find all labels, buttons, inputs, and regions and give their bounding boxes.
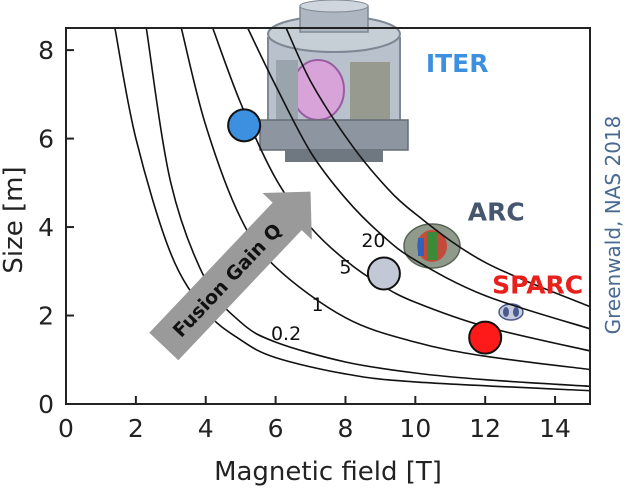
x-tick-label-2: 2 (128, 414, 144, 443)
plot-frame (65, 27, 591, 405)
q-curve-unlabeled-4 (114, 28, 590, 392)
curve-label-0.2: 0.2 (271, 323, 301, 345)
x-tick-label-8: 8 (338, 414, 354, 443)
x-tick-label-0: 0 (58, 414, 74, 443)
fusion-gain-label: Fusion Gain Q (169, 219, 287, 341)
curve-label-1: 1 (311, 294, 323, 316)
y-tick-label-6: 6 (38, 125, 54, 154)
x-tick-label-14: 14 (539, 414, 571, 443)
curve-label-20: 20 (361, 230, 385, 252)
machine-markers (227, 108, 503, 355)
y-tick-label-2: 2 (38, 302, 54, 331)
curve-label-5: 5 (339, 257, 351, 279)
marker-iter (227, 108, 262, 143)
marker-sparc (468, 320, 503, 355)
machine-label-arc: ARC (468, 197, 525, 226)
x-tick-label-4: 4 (198, 414, 214, 443)
machine-label-sparc: SPARC (492, 270, 583, 299)
chart-labels: 0.2 15 20 ITER ARC SPARC Greenwald, NAS 2018 (271, 49, 625, 345)
x-tick-label-12: 12 (469, 414, 501, 443)
machine-label-iter: ITER (426, 49, 489, 78)
x-tick-label-10: 10 (399, 414, 431, 443)
x-axis-label: Magnetic field [T] (214, 457, 442, 487)
marker-arc (366, 256, 401, 291)
credit-text: Greenwald, NAS 2018 (601, 116, 625, 335)
q-curve-unlabeled-5 (285, 28, 590, 308)
arc-tokamak-illustration (403, 223, 461, 269)
q-curve-1 (180, 28, 590, 371)
iter-tokamak-illustration (259, 0, 409, 162)
fusion-gain-arrow-body (149, 191, 312, 361)
q-curve-20 (246, 28, 590, 330)
y-axis-label: Size [m] (0, 166, 29, 273)
y-tick-label-0: 0 (38, 390, 54, 419)
sparc-tokamak-illustration (498, 303, 524, 321)
fusion-gain-arrow-shape: Fusion Gain Q (149, 191, 312, 361)
x-tick-label-6: 6 (268, 414, 284, 443)
fusion-gain-arrow: Fusion Gain Q (149, 191, 312, 361)
y-tick-label-4: 4 (38, 213, 54, 242)
q-curve-0.2 (145, 28, 590, 388)
y-tick-label-8: 8 (38, 36, 54, 65)
axes: 0 2 4 6 8 10 12 14 0 2 4 6 8 Magnetic field [T] Size [… (0, 27, 591, 487)
